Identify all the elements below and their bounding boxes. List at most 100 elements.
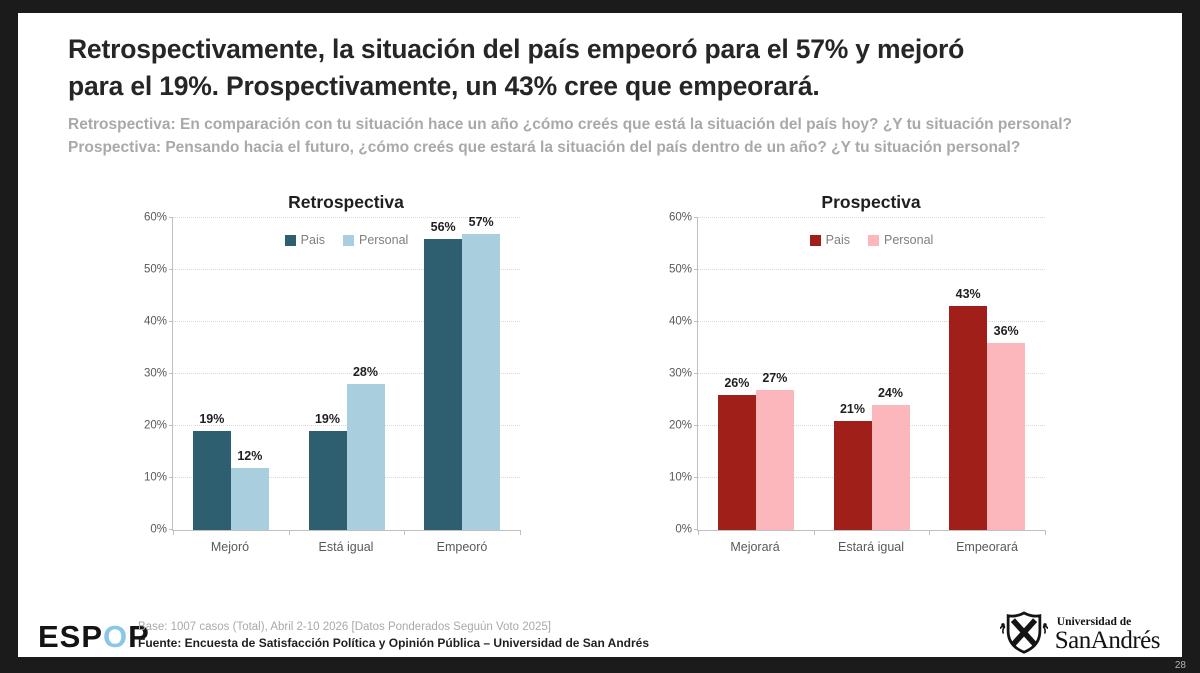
bar-value-label: 21% (839, 401, 866, 416)
slide-canvas: Retrospectivamente, la situación del paí… (18, 13, 1182, 657)
legend-item: Personal (342, 233, 409, 247)
bar-value-label: 57% (468, 214, 494, 229)
y-axis-label: 60% (668, 211, 692, 224)
y-axis-label: 0% (675, 523, 692, 536)
page-title-line-1: Retrospectivamente, la situación del paí… (68, 34, 965, 64)
y-axis-label: 20% (668, 419, 692, 432)
y-tick (694, 321, 698, 322)
x-tick (288, 530, 290, 535)
gridline (698, 217, 1045, 218)
chart-legend: Pais Personal (173, 233, 520, 247)
category-axis: Mejorará Estará igual Empeorará (697, 540, 1045, 554)
bars-row: 19% 12% 19% 28% 56% 57% (173, 215, 520, 530)
prospectiva-question: Prospectiva: Pensando hacia el futuro, ¿… (68, 139, 1021, 156)
y-tick (694, 425, 698, 426)
bar-value-label: 56% (430, 219, 456, 234)
legend-label: Personal (883, 233, 934, 247)
footer-notes: Base: 1007 casos (Total), Abril 2-10 202… (138, 620, 649, 651)
y-axis-label: 40% (668, 315, 692, 328)
y-axis-label: 30% (668, 367, 692, 380)
gridline (698, 269, 1045, 270)
y-tick (169, 373, 173, 374)
y-tick (169, 425, 173, 426)
bar-value-label: 26% (724, 375, 750, 390)
x-tick (813, 530, 815, 535)
category-label: Estará igual (837, 540, 904, 554)
espop-logo-accent: O (103, 619, 129, 654)
category-axis: Mejoró Está igual Empeoró (172, 540, 520, 554)
chart-title: Retrospectiva (288, 192, 404, 212)
bar-group: 26% 27% (698, 218, 814, 530)
bar: 36% (987, 324, 1026, 530)
x-tick (929, 530, 931, 535)
category-label: Mejorará (730, 540, 780, 554)
legend-swatch (284, 234, 296, 246)
bar-value-label: 19% (199, 412, 225, 427)
y-tick (169, 321, 173, 322)
y-tick (694, 269, 698, 270)
bar: 19% (308, 412, 347, 530)
bar: 12% (230, 449, 269, 530)
y-tick (169, 217, 173, 218)
espop-logo-prefix: ESP (38, 619, 104, 654)
page-title-line-2: para el 19%. Prospectivamente, un 43% cr… (68, 71, 820, 101)
y-axis-label: 60% (143, 211, 167, 224)
chart-prospectiva: Prospectiva Pais Personal 26% 27% 21% 24% 43%… (655, 192, 1046, 554)
legend-label: Pais (825, 233, 850, 247)
legend-swatch (867, 234, 879, 246)
legend-swatch (342, 234, 354, 246)
bar-value-label: 36% (993, 323, 1019, 338)
y-axis-label: 40% (143, 315, 167, 328)
bar-group: 21% 24% (814, 218, 930, 530)
y-tick (694, 529, 698, 530)
legend-item: Personal (867, 233, 934, 247)
gridline (698, 321, 1045, 322)
university-name: Universidad de SanAndrés (1054, 616, 1161, 654)
gridline (173, 269, 520, 270)
bar-value-label: 12% (237, 448, 263, 463)
base-note: Base: 1007 casos (Total), Abril 2-10 202… (138, 621, 552, 633)
retrospectiva-question: Retrospectiva: En comparación con tu sit… (68, 116, 1073, 133)
category-label: Empeorará (956, 540, 1018, 554)
y-axis-label: 10% (143, 471, 167, 484)
y-axis-label: 50% (668, 263, 692, 276)
bar-group: 43% 36% (929, 218, 1045, 530)
bar-group: 56% 57% (404, 215, 520, 530)
y-tick (694, 217, 698, 218)
bar-group: 19% 12% (173, 218, 289, 530)
gridline (698, 373, 1045, 374)
x-tick (1045, 530, 1046, 535)
bar: 43% (949, 287, 988, 530)
x-tick (520, 530, 521, 535)
page-number: 28 (1174, 660, 1186, 671)
legend-swatch (809, 234, 821, 246)
x-tick (404, 530, 406, 535)
bar-value-label: 28% (352, 365, 379, 380)
bar: 19% (192, 412, 231, 530)
bar: 26% (717, 376, 756, 530)
y-tick (694, 373, 698, 374)
gridline (173, 373, 520, 374)
bar-value-label: 19% (314, 412, 341, 427)
bar: 21% (833, 402, 872, 530)
gridline (173, 217, 520, 218)
y-axis-label: 30% (143, 367, 167, 380)
chart-legend: Pais Personal (698, 233, 1045, 247)
espop-logo: ESPOP (38, 619, 150, 655)
gridline (173, 321, 520, 322)
y-axis-label: 0% (150, 523, 167, 536)
legend-item: Pais (809, 233, 850, 247)
bar: 27% (755, 371, 794, 530)
question-subtitles: Retrospectiva: En comparación con tu sit… (68, 113, 1118, 159)
bars-row: 26% 27% 21% 24% 43% 36% (698, 218, 1045, 530)
university-crest-icon (999, 609, 1049, 660)
university-name-line2: SanAndrés (1054, 626, 1161, 654)
chart-retrospectiva: Retrospectiva Pais Personal 19% 12% 19% 28% 5… (130, 192, 521, 554)
legend-label: Personal (358, 233, 409, 247)
y-axis-label: 50% (143, 263, 167, 276)
bar-value-label: 24% (877, 386, 904, 401)
category-label: Mejoró (210, 540, 250, 554)
category-label: Está igual (318, 540, 374, 554)
bar: 57% (462, 215, 501, 530)
